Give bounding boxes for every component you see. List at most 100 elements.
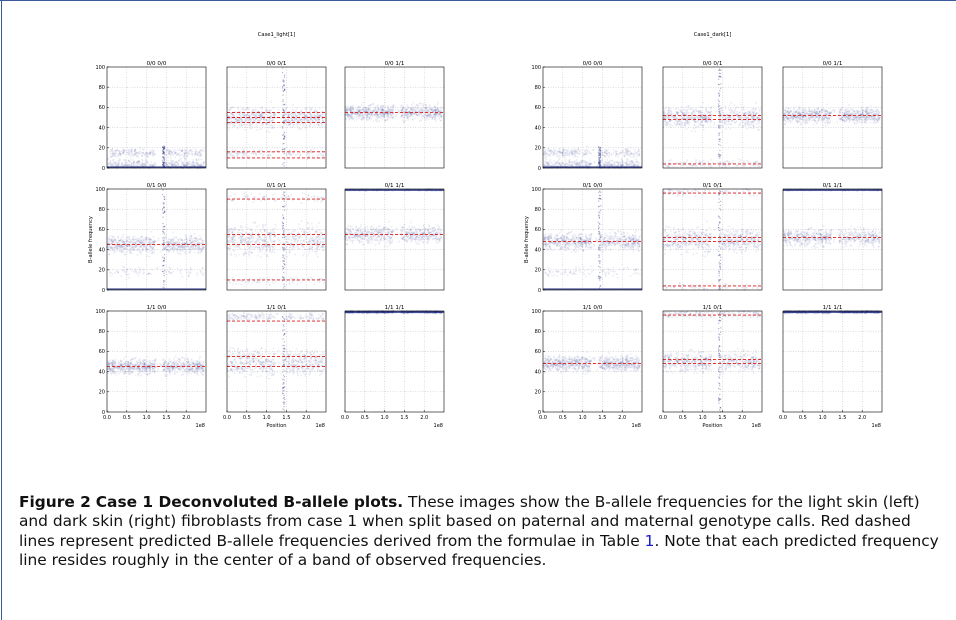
data-point: [132, 162, 134, 164]
data-point: [190, 149, 192, 151]
data-point: [141, 162, 144, 165]
data-point: [151, 153, 154, 156]
data-point: [315, 250, 318, 253]
data-point: [348, 119, 351, 121]
data-point: [357, 239, 359, 241]
data-point: [169, 155, 172, 157]
data-point: [232, 115, 235, 118]
data-point: [243, 152, 246, 154]
data-point: [146, 159, 148, 162]
data-point: [287, 115, 289, 118]
data-point: [249, 127, 251, 129]
data-point: [241, 123, 243, 126]
data-point: [367, 119, 370, 121]
spike-point: [163, 145, 165, 147]
spike-point: [284, 148, 286, 150]
data-point: [136, 161, 138, 164]
data-point: [252, 122, 254, 125]
data-point: [150, 152, 152, 155]
data-point: [137, 163, 140, 166]
data-point: [203, 162, 205, 164]
data-point: [136, 165, 139, 167]
data-point: [166, 150, 168, 153]
y-tick-label: 60: [99, 227, 105, 233]
data-point: [168, 250, 170, 253]
data-point: [167, 241, 169, 244]
data-point: [406, 104, 409, 107]
data-point: [199, 163, 201, 166]
data-point: [309, 118, 312, 121]
data-point: [232, 113, 235, 116]
data-point: [180, 238, 183, 241]
data-point: [404, 120, 407, 122]
data-point: [384, 105, 387, 108]
data-point: [193, 164, 196, 166]
spike-point: [164, 158, 166, 160]
spike-point: [282, 216, 284, 218]
data-point: [194, 154, 197, 156]
data-point: [274, 245, 276, 248]
data-point: [230, 112, 233, 115]
data-point: [402, 105, 405, 108]
data-point: [115, 150, 117, 152]
data-point: [145, 161, 148, 164]
data-point: [138, 161, 140, 163]
data-point: [200, 154, 202, 157]
data-point: [139, 153, 142, 155]
data-point: [140, 155, 143, 158]
data-point: [118, 158, 121, 160]
data-point: [439, 235, 441, 238]
data-point: [139, 268, 141, 270]
data-point: [191, 163, 194, 166]
data-point: [319, 114, 321, 117]
data-point: [391, 109, 393, 112]
data-point: [290, 277, 292, 280]
data-point: [322, 241, 325, 243]
data-point: [153, 153, 156, 155]
data-point: [234, 229, 237, 232]
data-point: [177, 163, 180, 166]
data-point: [237, 229, 240, 231]
data-point: [407, 113, 409, 116]
data-point: [305, 199, 308, 202]
data-point: [247, 251, 250, 254]
data-point: [361, 241, 363, 243]
data-point: [310, 107, 312, 109]
data-point: [136, 152, 138, 155]
data-point: [176, 153, 179, 155]
data-point: [269, 249, 271, 252]
data-point: [304, 127, 307, 130]
data-point: [313, 283, 316, 285]
data-point: [122, 233, 125, 236]
data-point: [157, 237, 160, 240]
data-point: [309, 234, 312, 237]
data-point: [233, 246, 236, 248]
data-point: [131, 158, 134, 161]
data-point: [294, 253, 296, 256]
data-point: [287, 115, 290, 118]
data-point: [238, 117, 241, 119]
data-point: [303, 252, 306, 254]
spike-point: [163, 162, 165, 164]
data-point: [418, 242, 420, 245]
data-point: [199, 155, 202, 158]
data-point: [134, 148, 137, 151]
data-point: [293, 117, 295, 120]
data-point: [259, 113, 261, 116]
data-point: [107, 163, 110, 165]
spike-point: [282, 99, 284, 101]
data-point: [272, 250, 274, 252]
spike-point: [283, 209, 286, 211]
data-point: [171, 164, 173, 166]
data-point: [142, 151, 145, 154]
data-point: [112, 154, 114, 156]
spike-point: [283, 283, 285, 285]
data-point: [176, 164, 178, 166]
data-point: [127, 151, 129, 154]
data-point: [183, 165, 186, 167]
data-point: [358, 106, 360, 108]
data-point: [271, 281, 274, 284]
data-point: [201, 162, 204, 164]
data-point: [284, 235, 287, 238]
spike-point: [282, 138, 285, 140]
